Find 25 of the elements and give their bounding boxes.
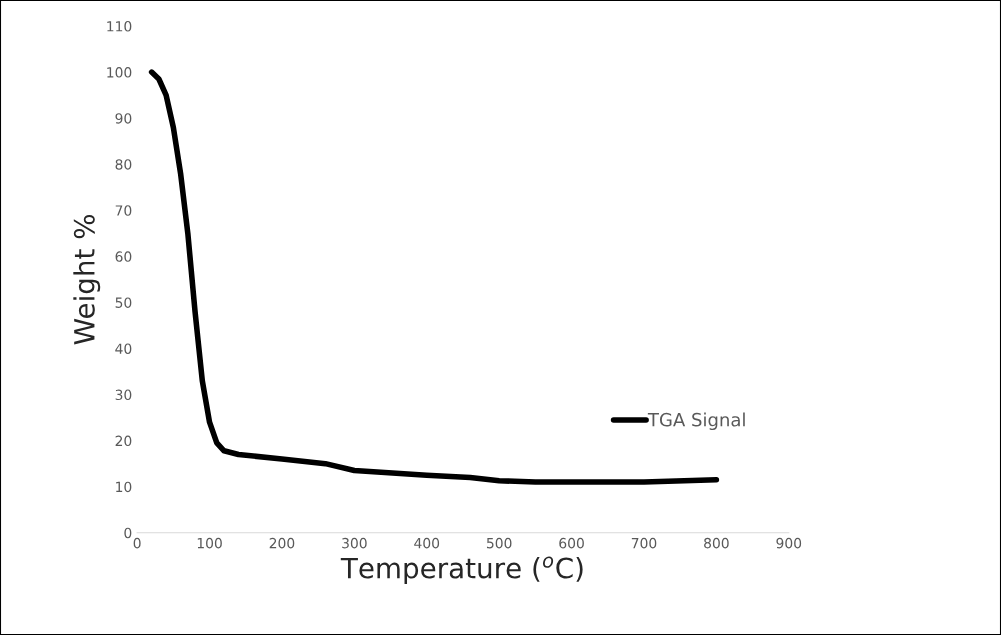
x-tick-label: 500 xyxy=(486,537,512,549)
x-tick-label: 600 xyxy=(559,537,584,549)
y-tick-label: 80 xyxy=(115,159,132,170)
x-tick-label: 800 xyxy=(704,537,729,549)
x-tick-label: 100 xyxy=(197,537,222,549)
legend-label: TGA Signal xyxy=(647,412,745,431)
y-tick-label: 60 xyxy=(115,251,132,262)
x-tick-label: 200 xyxy=(269,537,295,549)
y-tick-label: 50 xyxy=(115,297,132,308)
x-tick-label: 400 xyxy=(414,537,440,549)
y-tick-label: 100 xyxy=(107,67,132,78)
y-tick-label: 110 xyxy=(107,21,132,32)
y-tick-label: 20 xyxy=(115,435,132,447)
y-tick-label: 10 xyxy=(116,481,132,493)
y-tick-label: 70 xyxy=(115,205,132,216)
y-axis-title: Weight % xyxy=(73,214,101,345)
y-tick-label: 0 xyxy=(124,527,132,539)
x-tick-label: 700 xyxy=(631,537,657,549)
y-tick-label: 30 xyxy=(115,389,132,401)
y-tick-label: 90 xyxy=(115,113,132,124)
x-tick-label: 900 xyxy=(776,537,802,549)
y-tick-label: 40 xyxy=(115,343,132,354)
x-tick-label: 0 xyxy=(133,537,141,549)
x-axis-title: Temperature ($^{o}$C) xyxy=(340,556,583,584)
x-tick-label: 300 xyxy=(342,537,367,549)
